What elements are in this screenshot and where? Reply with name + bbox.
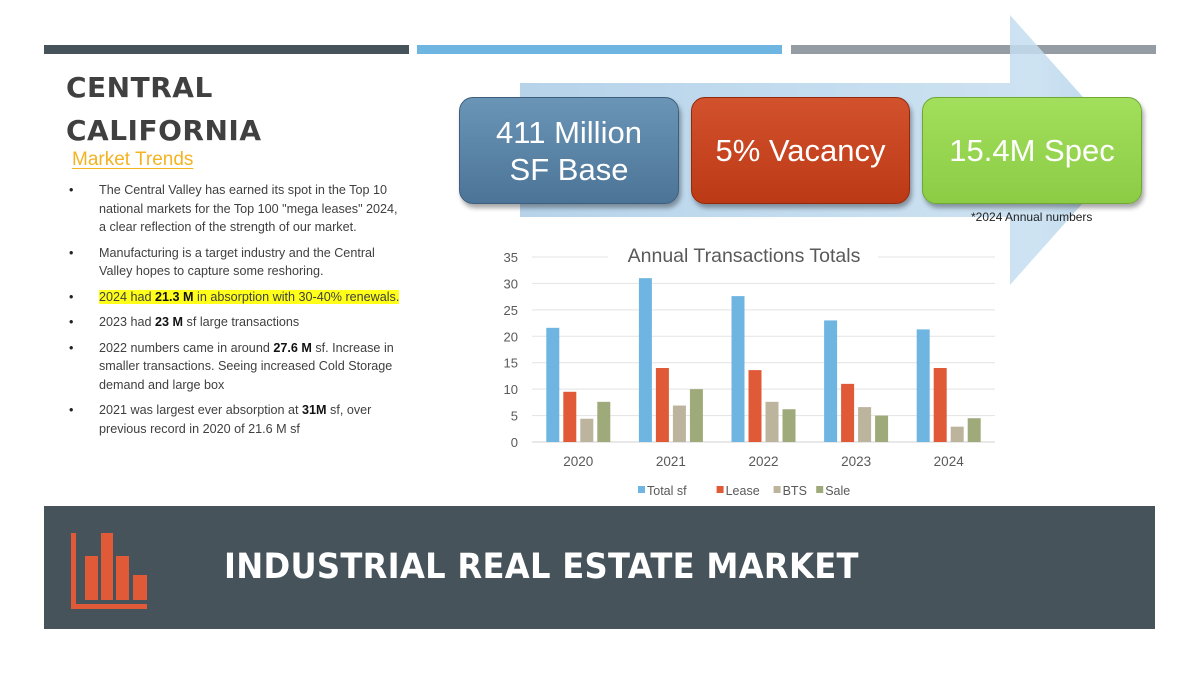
bar (875, 415, 889, 442)
x-tick-label: 2022 (748, 454, 778, 469)
bar (563, 391, 577, 442)
legend-swatch (716, 486, 724, 493)
bar (824, 320, 838, 442)
x-tick-label: 2021 (656, 454, 686, 469)
bar (597, 401, 611, 442)
y-tick-label: 35 (504, 250, 518, 265)
bar (841, 383, 855, 442)
list-item: 2024 had 21.3 M in absorption with 30-40… (66, 288, 406, 307)
y-tick-label: 5 (511, 409, 518, 424)
bar (580, 418, 594, 442)
bar-chart-icon (71, 533, 147, 609)
list-item: 2021 was largest ever absorption at 31M … (66, 401, 406, 438)
title-line-1: CENTRAL (66, 71, 213, 104)
x-tick-label: 2024 (934, 454, 965, 469)
legend-swatch (638, 486, 645, 493)
legend-swatch (773, 486, 781, 493)
top-rule-blue (417, 45, 782, 54)
bar (950, 426, 964, 442)
y-tick-label: 25 (504, 303, 518, 318)
legend-label: Total sf (647, 484, 687, 498)
bar (748, 370, 762, 442)
bar (933, 368, 947, 442)
bar (967, 418, 981, 442)
chart-title: Annual Transactions Totals (628, 245, 861, 267)
banner-title: INDUSTRIAL REAL ESTATE MARKET (224, 547, 859, 587)
kpi-value: 5% Vacancy (715, 133, 886, 168)
top-rule-dark (44, 45, 409, 54)
y-tick-label: 15 (504, 356, 518, 371)
bar (916, 329, 930, 442)
bar (858, 407, 872, 442)
kpi-vacancy: 5% Vacancy (691, 97, 910, 204)
bar (731, 296, 745, 442)
list-item: Manufacturing is a target industry and t… (66, 244, 406, 281)
bar (655, 368, 669, 442)
list-item: 2023 had 23 M sf large transactions (66, 313, 406, 332)
x-tick-label: 2020 (563, 454, 593, 469)
top-rule-gray (791, 45, 1156, 54)
bar (638, 278, 652, 442)
legend-swatch (816, 486, 824, 493)
kpi-sf-base: 411 Million SF Base (459, 97, 679, 204)
kpi-footnote: *2024 Annual numbers (971, 210, 1093, 224)
legend-label: BTS (783, 484, 807, 498)
bar (689, 389, 703, 442)
list-item: The Central Valley has earned its spot i… (66, 181, 406, 237)
y-tick-label: 30 (504, 276, 518, 291)
bar (782, 409, 796, 442)
kpi-label: SF Base (509, 151, 629, 187)
x-tick-label: 2023 (841, 454, 871, 469)
page-title: CENTRAL CALIFORNIA (66, 66, 262, 152)
bar (672, 405, 686, 442)
y-tick-label: 10 (504, 382, 518, 397)
footer-banner: INDUSTRIAL REAL ESTATE MARKET (44, 506, 1155, 629)
legend-label: Lease (726, 484, 760, 498)
y-tick-label: 0 (511, 435, 518, 450)
kpi-value: 15.4M Spec (949, 133, 1115, 168)
highlighted-text: 2024 had 21.3 M in absorption with 30-40… (99, 289, 400, 304)
section-subtitle: Market Trends (72, 149, 194, 170)
y-tick-label: 20 (504, 329, 518, 344)
list-item: 2022 numbers came in around 27.6 M sf. I… (66, 339, 406, 395)
bar (765, 401, 779, 442)
bar (546, 327, 560, 442)
kpi-spec: 15.4M Spec (922, 97, 1142, 204)
kpi-value: 411 Million (496, 114, 642, 150)
legend-label: Sale (825, 484, 850, 498)
market-trends-list: The Central Valley has earned its spot i… (66, 181, 406, 445)
title-line-2: CALIFORNIA (66, 114, 262, 147)
annual-transactions-chart: 0 5 10 15 20 25 30 35 Annual Transactions Totals… (504, 242, 995, 498)
